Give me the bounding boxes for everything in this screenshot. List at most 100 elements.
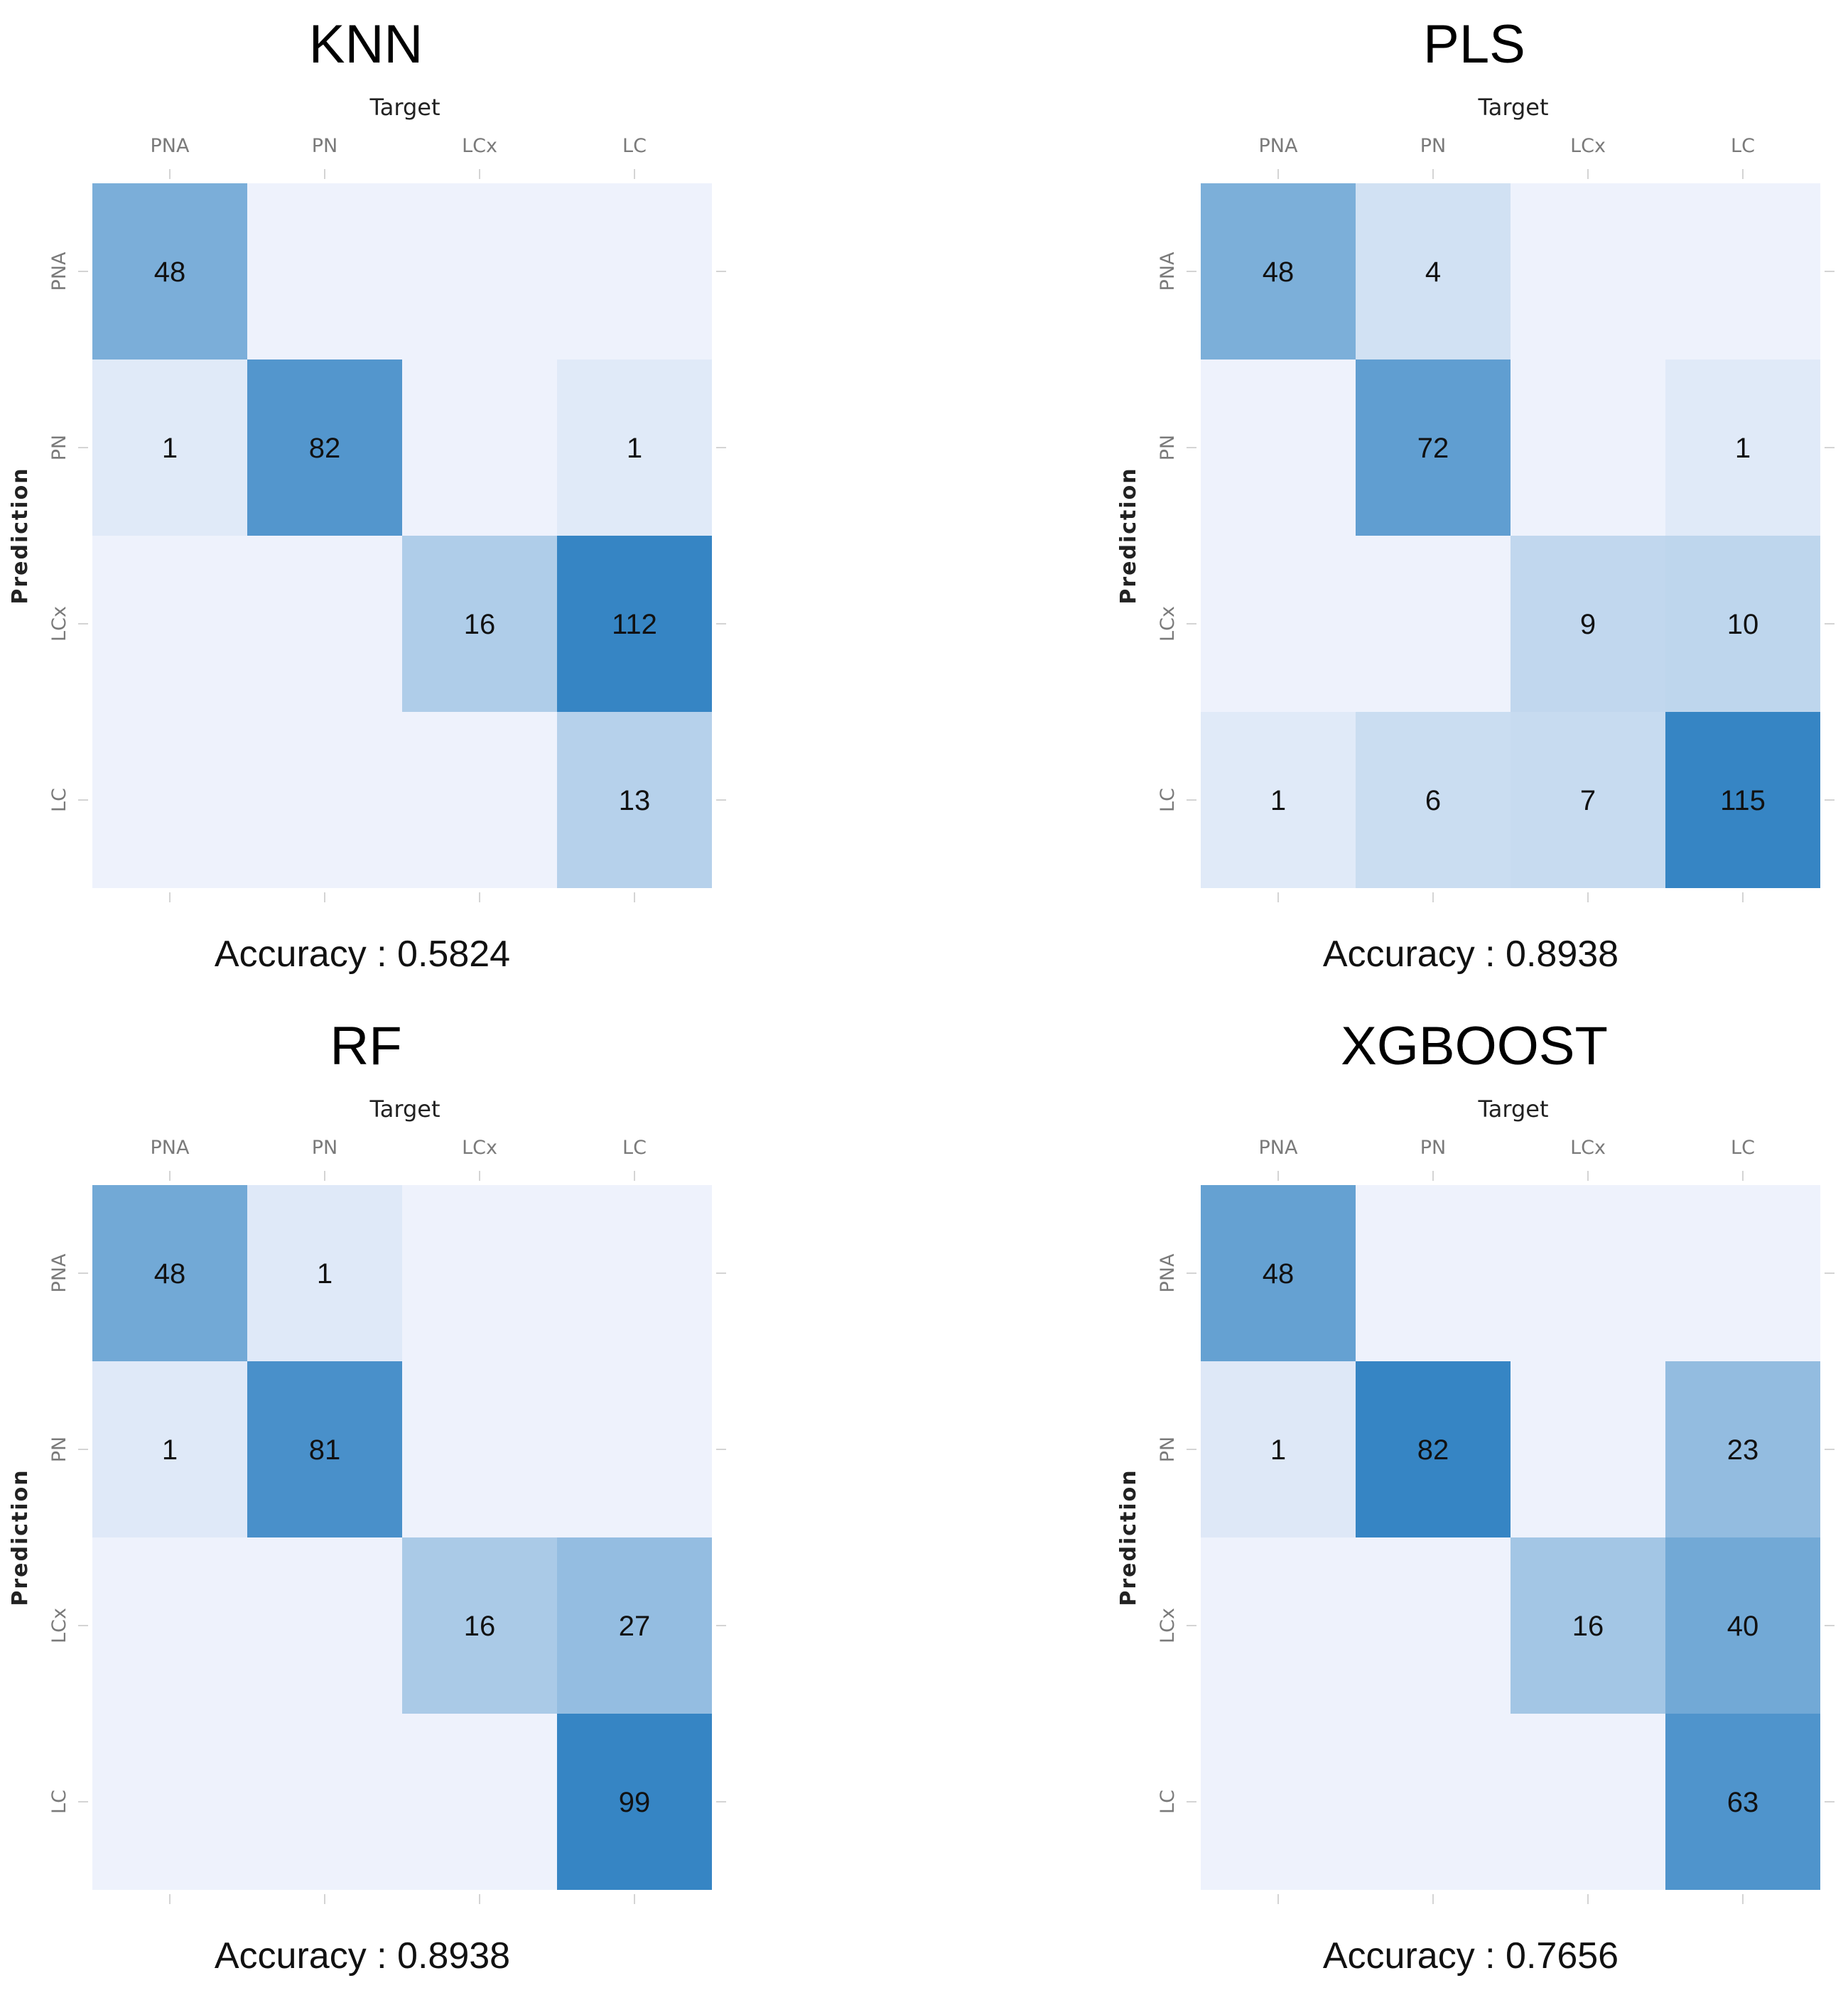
matrix-cell [1356, 1537, 1511, 1714]
y-tick-label: PNA [48, 1253, 70, 1292]
cell-value-label: 115 [1720, 785, 1766, 816]
x-tick-label: PNA [151, 135, 190, 157]
matrix-cell [1356, 1714, 1511, 1890]
chart-title: KNN [309, 14, 423, 75]
matrix-cell [1665, 1185, 1820, 1361]
matrix-cell [247, 536, 402, 712]
matrix-cell [557, 1185, 712, 1361]
x-tick-label: LC [1731, 135, 1755, 157]
matrix-cell [92, 1361, 247, 1537]
cell-value-label: 1 [317, 1258, 333, 1290]
matrix-cell [1201, 1537, 1356, 1714]
matrix-cell [1665, 1361, 1820, 1537]
matrix-cell [1356, 183, 1511, 360]
matrix-cell [402, 1361, 557, 1537]
y-tick-label: PNA [1157, 252, 1179, 291]
matrix-cell [1356, 1185, 1511, 1361]
accuracy-label: Accuracy : 0.8938 [1323, 934, 1619, 975]
cell-value-label: 10 [1727, 609, 1759, 640]
chart-title: XGBOOST [1341, 1016, 1608, 1076]
matrix-cell [1511, 1714, 1665, 1890]
cell-value-label: 81 [309, 1434, 341, 1466]
cell-value-label: 1 [162, 1434, 178, 1466]
matrix-cell [1665, 360, 1820, 536]
matrix-cell [247, 360, 402, 536]
confusion-matrix-panel-rf: RF Target Prediction PNA PNA PN PN LCx LCx LC LC 48… [0, 1002, 924, 2000]
matrix-cell [402, 1714, 557, 1890]
matrix-cell [402, 536, 557, 712]
x-tick-label: PNA [1259, 1137, 1298, 1159]
matrix-cell [1201, 183, 1356, 360]
matrix-cell [92, 712, 247, 888]
matrix-cell [92, 1185, 247, 1361]
cell-value-label: 1 [1270, 1434, 1286, 1466]
cell-value-label: 7 [1580, 785, 1596, 816]
cell-value-label: 9 [1580, 609, 1596, 640]
cell-value-label: 16 [464, 609, 496, 640]
x-tick-label: LCx [462, 1137, 497, 1159]
cell-value-label: 13 [619, 785, 651, 816]
chart-title: RF [330, 1016, 401, 1076]
chart-title: PLS [1423, 14, 1525, 75]
cell-value-label: 6 [1425, 785, 1441, 816]
y-axis-label: Prediction [8, 1469, 33, 1606]
x-tick-label: LC [622, 135, 647, 157]
x-axis-label: Target [369, 94, 441, 121]
x-tick-label: PN [1420, 135, 1446, 157]
matrix-cell [557, 360, 712, 536]
matrix-cell [402, 1537, 557, 1714]
x-tick-label: PNA [1259, 135, 1298, 157]
y-tick-label: LC [48, 1790, 70, 1814]
y-tick-label: LCx [48, 606, 70, 642]
matrix-cell [247, 712, 402, 888]
matrix-cell [247, 1537, 402, 1714]
cell-value-label: 16 [464, 1611, 496, 1642]
matrix-cell [1665, 1537, 1820, 1714]
matrix-cell [92, 183, 247, 360]
matrix-cell [247, 1714, 402, 1890]
y-axis-label: Prediction [1116, 1469, 1141, 1606]
cell-value-label: 1 [1735, 433, 1751, 464]
x-axis-label: Target [369, 1096, 441, 1123]
x-tick-label: LCx [1570, 135, 1606, 157]
matrix-cell [402, 360, 557, 536]
matrix-cell [557, 1537, 712, 1714]
matrix-cell [557, 536, 712, 712]
y-tick-label: PNA [1157, 1253, 1179, 1292]
x-tick-label: LC [622, 1137, 647, 1159]
x-tick-label: LC [1731, 1137, 1755, 1159]
matrix-cell [1201, 712, 1356, 888]
matrix-cell [92, 1714, 247, 1890]
y-tick-label: LCx [1157, 606, 1179, 642]
y-tick-label: PN [48, 435, 70, 460]
cell-value-label: 1 [162, 433, 178, 464]
matrix-cell [92, 1537, 247, 1714]
cell-value-label: 112 [612, 609, 657, 640]
chart-svg: PLS Target Prediction PNA PNA PN PN LCx LCx LC LC 4… [1116, 14, 1835, 975]
y-tick-label: PN [1157, 1437, 1179, 1462]
x-tick-label: PNA [151, 1137, 190, 1159]
matrix-cell [1356, 536, 1511, 712]
matrix-cell [402, 1185, 557, 1361]
accuracy-label: Accuracy : 0.8938 [215, 1935, 510, 1977]
x-tick-label: LCx [462, 135, 497, 157]
matrix-cell [1665, 536, 1820, 712]
matrix-cell [1511, 1185, 1665, 1361]
y-axis-label: Prediction [1116, 467, 1141, 604]
y-tick-label: PN [1157, 435, 1179, 460]
matrix-cell [1356, 1361, 1511, 1537]
cell-value-label: 48 [154, 1258, 186, 1290]
matrix-cell [1511, 536, 1665, 712]
matrix-cell [1511, 712, 1665, 888]
matrix-cell [92, 536, 247, 712]
y-tick-label: LC [48, 788, 70, 812]
matrix-cell [557, 183, 712, 360]
matrix-cell [557, 1361, 712, 1537]
y-tick-label: LCx [48, 1608, 70, 1643]
matrix-cell [1201, 1714, 1356, 1890]
matrix-cell [1356, 360, 1511, 536]
cell-value-label: 72 [1417, 433, 1449, 464]
cell-value-label: 82 [1417, 1434, 1449, 1466]
matrix-cell [247, 1185, 402, 1361]
cell-value-label: 99 [619, 1787, 651, 1818]
